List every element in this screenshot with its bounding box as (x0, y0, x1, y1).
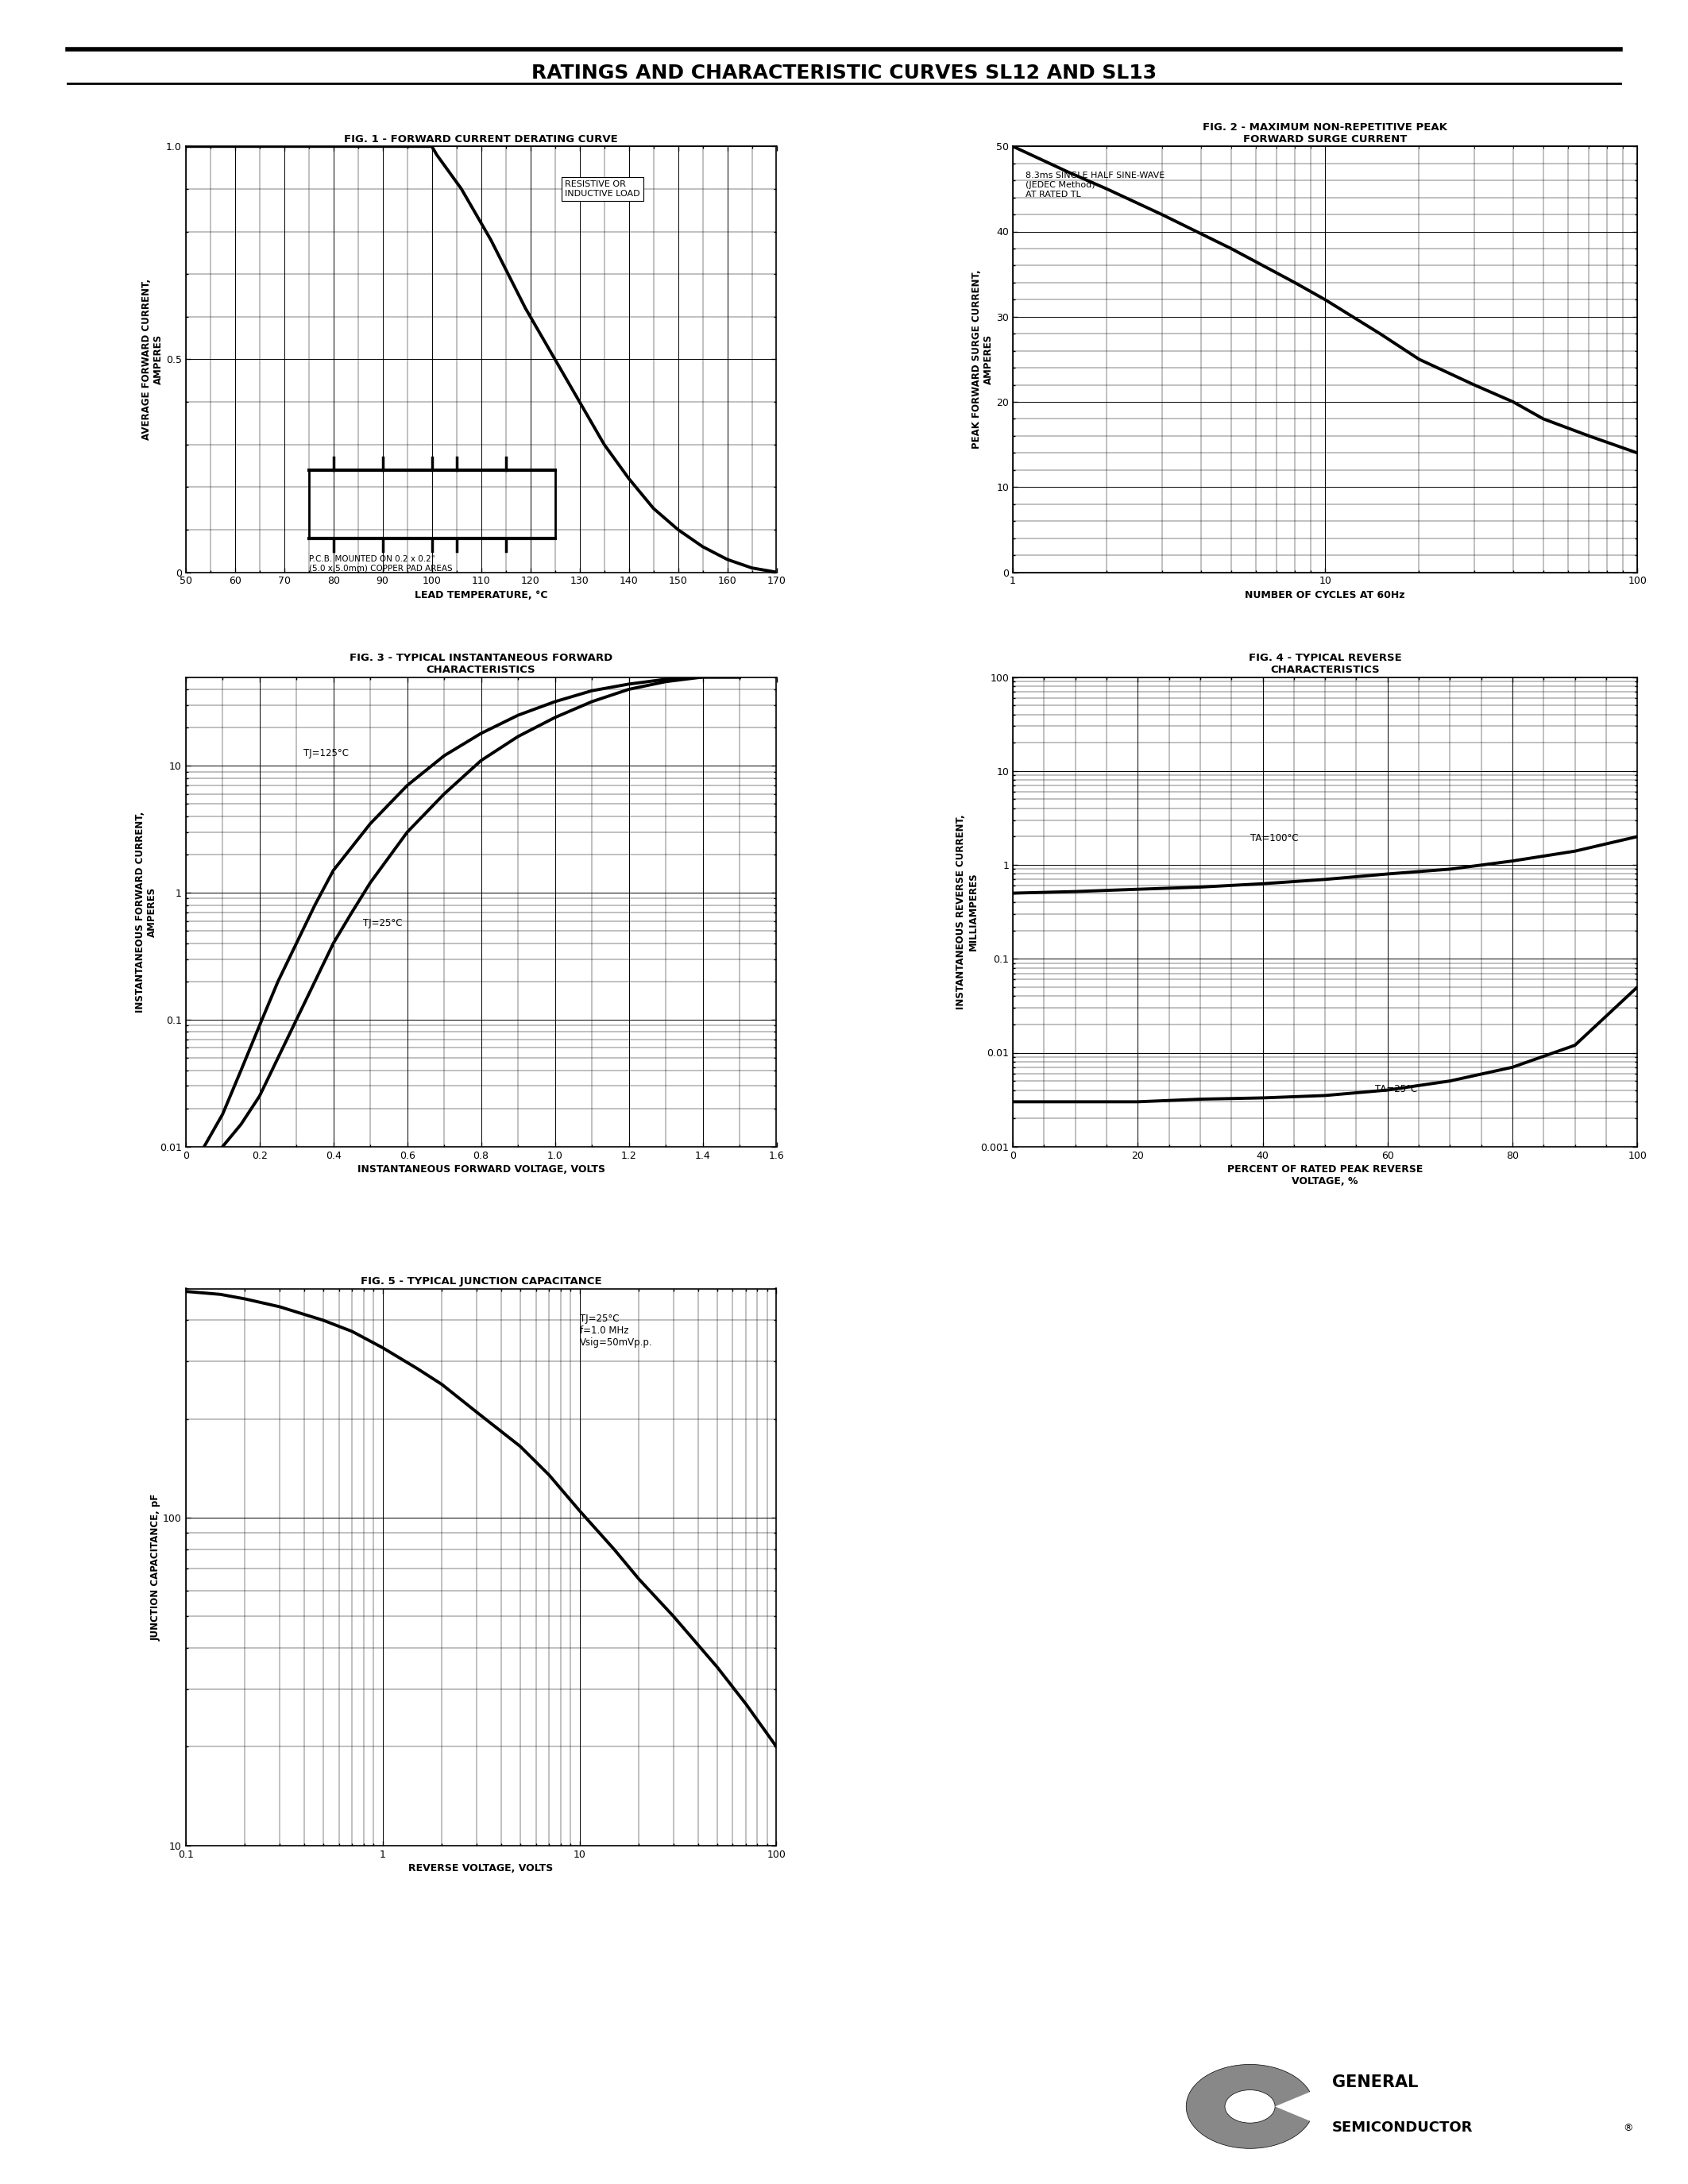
Text: TA=25°C: TA=25°C (1376, 1083, 1418, 1094)
X-axis label: REVERSE VOLTAGE, VOLTS: REVERSE VOLTAGE, VOLTS (408, 1863, 554, 1874)
X-axis label: INSTANTANEOUS FORWARD VOLTAGE, VOLTS: INSTANTANEOUS FORWARD VOLTAGE, VOLTS (358, 1164, 604, 1175)
Text: TJ=25°C: TJ=25°C (363, 917, 402, 928)
Y-axis label: AVERAGE FORWARD CURRENT,
AMPERES: AVERAGE FORWARD CURRENT, AMPERES (142, 280, 164, 439)
Title: FIG. 5 - TYPICAL JUNCTION CAPACITANCE: FIG. 5 - TYPICAL JUNCTION CAPACITANCE (361, 1275, 601, 1286)
Text: P.C.B. MOUNTED ON 0.2 x 0.2"
(5.0 x 5.0mm) COPPER PAD AREAS: P.C.B. MOUNTED ON 0.2 x 0.2" (5.0 x 5.0m… (309, 555, 452, 572)
Text: TA=100°C: TA=100°C (1251, 832, 1298, 843)
Title: FIG. 2 - MAXIMUM NON-REPETITIVE PEAK
FORWARD SURGE CURRENT: FIG. 2 - MAXIMUM NON-REPETITIVE PEAK FOR… (1204, 122, 1447, 144)
Text: SEMICONDUCTOR: SEMICONDUCTOR (1332, 2121, 1474, 2134)
Text: GENERAL: GENERAL (1332, 2075, 1418, 2090)
Text: ®: ® (1622, 2123, 1632, 2134)
Y-axis label: PEAK FORWARD SURGE CURRENT,
AMPERES: PEAK FORWARD SURGE CURRENT, AMPERES (972, 269, 994, 450)
Wedge shape (1187, 2064, 1313, 2149)
Text: RATINGS AND CHARACTERISTIC CURVES SL12 AND SL13: RATINGS AND CHARACTERISTIC CURVES SL12 A… (532, 63, 1156, 83)
Y-axis label: INSTANTANEOUS FORWARD CURRENT,
AMPERES: INSTANTANEOUS FORWARD CURRENT, AMPERES (135, 810, 157, 1013)
Title: FIG. 3 - TYPICAL INSTANTANEOUS FORWARD
CHARACTERISTICS: FIG. 3 - TYPICAL INSTANTANEOUS FORWARD C… (349, 653, 613, 675)
Polygon shape (1274, 2088, 1318, 2125)
X-axis label: PERCENT OF RATED PEAK REVERSE
VOLTAGE, %: PERCENT OF RATED PEAK REVERSE VOLTAGE, % (1227, 1164, 1423, 1186)
X-axis label: LEAD TEMPERATURE, °C: LEAD TEMPERATURE, °C (415, 590, 547, 601)
Y-axis label: JUNCTION CAPACITANCE, pF: JUNCTION CAPACITANCE, pF (150, 1494, 160, 1640)
Text: TJ=25°C
f=1.0 MHz
Vsig=50mVp.p.: TJ=25°C f=1.0 MHz Vsig=50mVp.p. (579, 1313, 652, 1348)
Y-axis label: INSTANTANEOUS REVERSE CURRENT,
MILLIAMPERES: INSTANTANEOUS REVERSE CURRENT, MILLIAMPE… (955, 815, 979, 1009)
Text: 8.3ms SINGLE HALF SINE-WAVE
(JEDEC Method)
AT RATED TL: 8.3ms SINGLE HALF SINE-WAVE (JEDEC Metho… (1026, 173, 1165, 199)
Text: RESISTIVE OR
INDUCTIVE LOAD: RESISTIVE OR INDUCTIVE LOAD (565, 181, 640, 197)
Text: TJ=125°C: TJ=125°C (304, 747, 349, 758)
Title: FIG. 4 - TYPICAL REVERSE
CHARACTERISTICS: FIG. 4 - TYPICAL REVERSE CHARACTERISTICS (1249, 653, 1401, 675)
Bar (309, 470, 555, 537)
X-axis label: NUMBER OF CYCLES AT 60Hz: NUMBER OF CYCLES AT 60Hz (1246, 590, 1404, 601)
Title: FIG. 1 - FORWARD CURRENT DERATING CURVE: FIG. 1 - FORWARD CURRENT DERATING CURVE (344, 133, 618, 144)
